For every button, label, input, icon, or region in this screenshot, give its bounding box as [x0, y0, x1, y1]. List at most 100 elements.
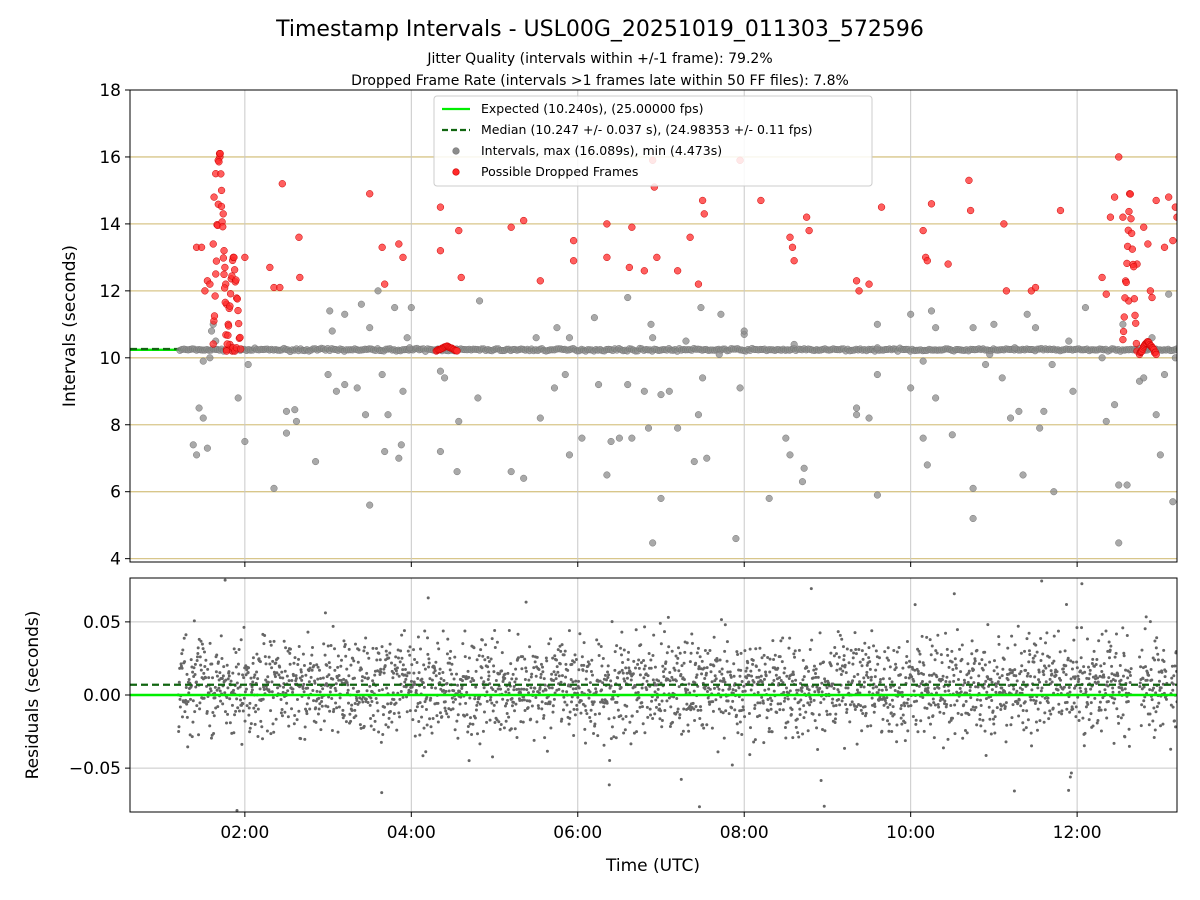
- residual-point: [325, 663, 329, 667]
- residual-point: [380, 791, 384, 795]
- residual-point: [308, 666, 312, 670]
- residual-point: [575, 708, 579, 712]
- residual-point: [819, 701, 823, 705]
- residual-point: [1049, 669, 1053, 673]
- legend-box: [433, 95, 873, 187]
- residual-point: [977, 674, 981, 678]
- residual-point: [723, 623, 727, 627]
- dropped-frame-point: [219, 210, 227, 218]
- residual-point: [387, 716, 391, 720]
- residual-point: [619, 685, 623, 689]
- residual-point: [670, 675, 674, 679]
- interval-outlier-point: [378, 370, 386, 379]
- residual-point: [361, 695, 365, 699]
- residual-point: [192, 666, 196, 670]
- residual-point: [396, 656, 400, 660]
- residual-point: [331, 710, 335, 714]
- residual-point: [933, 658, 937, 662]
- residual-point: [389, 701, 393, 705]
- legend-expected-label: Expected (10.240s), (25.00000 fps): [481, 101, 703, 116]
- residual-point: [1096, 680, 1100, 684]
- residual-point: [1099, 708, 1103, 712]
- residual-point: [270, 680, 274, 684]
- residual-point: [894, 662, 898, 666]
- residual-point: [1075, 666, 1079, 670]
- residual-point: [411, 718, 415, 722]
- residual-point: [960, 643, 964, 647]
- residual-point: [886, 646, 890, 650]
- residual-point: [887, 658, 891, 662]
- residual-point: [550, 686, 554, 690]
- residual-point: [712, 664, 716, 668]
- residual-point: [464, 701, 468, 705]
- interval-outlier-point: [1140, 374, 1148, 382]
- residual-point: [369, 724, 373, 728]
- dropped-frame-point: [852, 277, 861, 285]
- residual-point: [653, 690, 657, 694]
- residual-point: [906, 729, 910, 733]
- dropped-frame-point: [1130, 263, 1138, 271]
- residual-point: [747, 680, 751, 684]
- residual-point: [891, 705, 895, 709]
- residual-point: [1041, 669, 1045, 673]
- top-x-ticks: [244, 562, 1078, 567]
- residual-point: [862, 676, 866, 680]
- residual-point: [422, 663, 426, 667]
- residual-point: [858, 691, 862, 695]
- residual-point: [426, 652, 430, 656]
- residual-point: [952, 673, 956, 677]
- residual-point: [654, 705, 658, 709]
- residual-point: [657, 679, 661, 683]
- residual-point: [1094, 663, 1098, 667]
- bottom-xtick-label: 10:00: [886, 823, 935, 843]
- residual-point: [402, 629, 406, 633]
- residual-point: [968, 689, 972, 693]
- interval-outlier-point: [1048, 360, 1056, 369]
- interval-outlier-point: [441, 374, 449, 382]
- residual-point: [770, 730, 774, 734]
- interval-outlier-point: [324, 370, 332, 379]
- residual-point: [849, 648, 853, 652]
- residual-point: [593, 722, 597, 726]
- residual-point: [973, 657, 977, 661]
- bottom-xtick-label: 04:00: [387, 823, 436, 843]
- residual-point: [516, 632, 520, 636]
- residual-point: [626, 650, 630, 654]
- residual-point: [862, 680, 866, 684]
- residual-point: [543, 736, 547, 740]
- residual-point: [822, 821, 825, 824]
- residual-point: [394, 655, 398, 659]
- residual-point: [225, 663, 229, 667]
- interval-outlier-point: [873, 370, 881, 379]
- top-dropped-frame-points: [192, 149, 1177, 359]
- residual-point: [728, 685, 732, 689]
- residual-point: [1144, 615, 1148, 619]
- residual-point: [984, 679, 988, 683]
- residual-point: [1064, 673, 1068, 677]
- residual-point: [632, 659, 636, 663]
- residual-point: [1118, 663, 1122, 667]
- residual-point: [1105, 680, 1109, 684]
- top-interval-points: [176, 287, 1177, 547]
- residual-point: [754, 647, 758, 651]
- residual-point: [1044, 641, 1048, 645]
- residual-point: [659, 642, 663, 646]
- residual-point: [537, 706, 541, 710]
- residual-point: [365, 671, 369, 675]
- residual-point: [831, 682, 835, 686]
- residual-point: [363, 645, 367, 649]
- interval-outlier-point: [624, 293, 632, 302]
- interval-outlier-point: [1098, 354, 1106, 362]
- residual-point: [788, 689, 792, 693]
- dropped-frame-point: [569, 236, 578, 245]
- residual-point: [1016, 624, 1020, 628]
- residual-point: [377, 689, 381, 693]
- residual-point: [477, 654, 481, 658]
- residual-point: [256, 677, 260, 681]
- residual-point: [296, 663, 300, 667]
- residual-point: [724, 709, 728, 713]
- residual-point: [285, 701, 289, 705]
- residual-point: [1072, 638, 1076, 642]
- residual-point: [522, 687, 526, 691]
- residual-point: [844, 686, 848, 690]
